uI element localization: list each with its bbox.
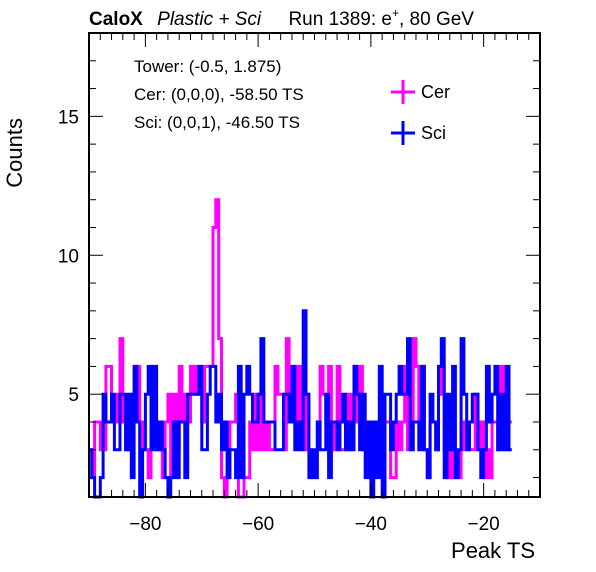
x-tick-label: −40	[355, 514, 387, 535]
series-cer-step	[89, 198, 512, 499]
legend-entry-sci: Sci	[391, 121, 446, 145]
y-tick-label: 10	[58, 246, 79, 267]
y-tick-label: 15	[58, 107, 79, 128]
x-axis-title: Peak TS	[451, 538, 535, 563]
legend-label-cer: Cer	[421, 82, 450, 102]
series-layer	[89, 198, 512, 499]
info-cer: Cer: (0,0,0), -58.50 TS	[134, 85, 304, 104]
x-tick-label: −80	[129, 514, 161, 535]
header-run-suffix: , 80 GeV	[399, 9, 474, 30]
chart-header: CaloX Plastic + Sci Run 1389: e+, 80 GeV	[89, 6, 474, 30]
y-tick-label: 5	[68, 385, 79, 406]
info-tower: Tower: (-0.5, 1.875)	[134, 57, 281, 76]
y-axis-title: Counts	[2, 118, 27, 188]
header-run-superscript: +	[392, 6, 399, 20]
legend: Cer Sci	[391, 80, 450, 145]
info-sci: Sci: (0,0,1), -46.50 TS	[134, 113, 300, 132]
legend-entry-cer: Cer	[391, 80, 450, 104]
header-config: Plastic + Sci	[157, 9, 262, 30]
x-tick-label: −20	[468, 514, 500, 535]
series-sci-step	[89, 309, 512, 499]
header-brand: CaloX	[89, 9, 143, 30]
tick-layer: −80 −60 −40 −20 5 10 15	[58, 32, 540, 535]
header-run-prefix: Run 1389: e	[288, 9, 392, 30]
legend-label-sci: Sci	[421, 123, 446, 143]
x-tick-label: −60	[242, 514, 274, 535]
